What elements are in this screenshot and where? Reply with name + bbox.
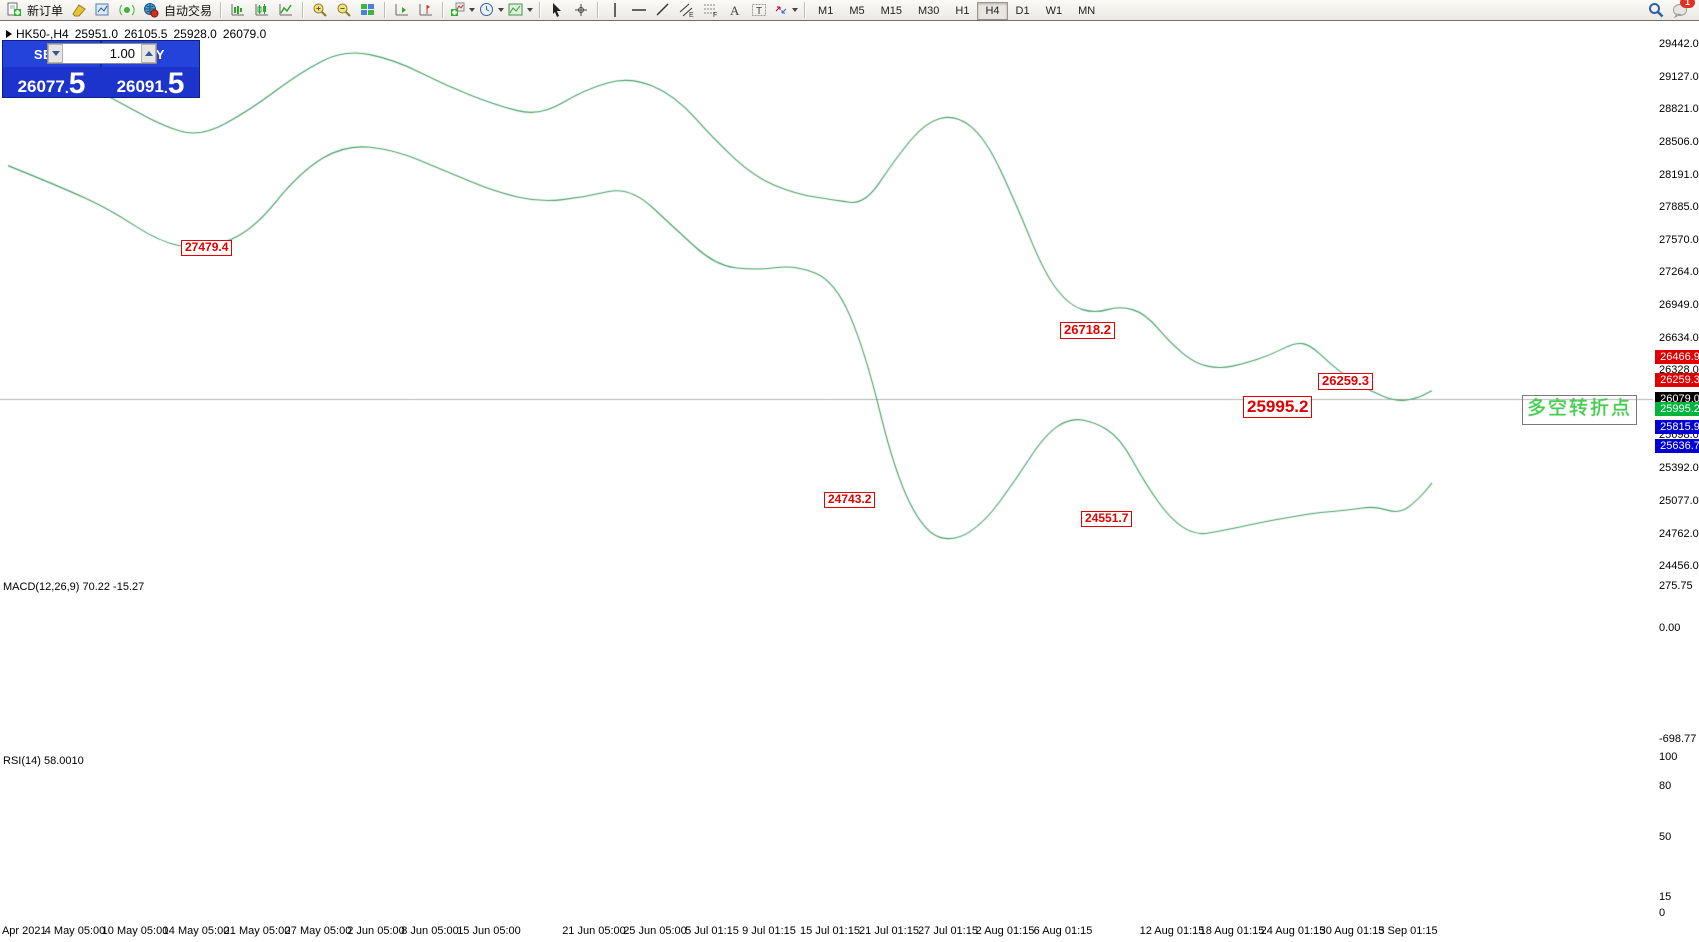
data-window-icon[interactable]: [92, 0, 114, 20]
shapes-icon[interactable]: [772, 0, 799, 20]
toolbar-separator: [220, 2, 223, 18]
toolbar-separator: [384, 2, 387, 18]
timeframe-W1[interactable]: W1: [1045, 5, 1063, 17]
buy-price-frac: 5: [167, 67, 185, 100]
bar-chart-mode-icon[interactable]: [227, 0, 249, 20]
zoom-in-icon[interactable]: [309, 0, 331, 20]
timeframe-H1[interactable]: H1: [955, 5, 970, 17]
timeframe-MN[interactable]: MN: [1078, 5, 1096, 17]
sell-price-int: 26077: [17, 77, 65, 96]
line-chart-mode-icon[interactable]: [275, 0, 297, 20]
crosshair-icon[interactable]: [570, 0, 592, 20]
auto-scroll-icon[interactable]: [391, 0, 413, 20]
svg-text:E: E: [689, 12, 694, 18]
timeframe-M1[interactable]: M1: [818, 5, 834, 17]
new-order-icon[interactable]: [3, 0, 25, 20]
text-label-icon[interactable]: T: [748, 0, 770, 20]
toolbar-separator: [442, 2, 445, 18]
notifications-icon[interactable]: 1: [1669, 0, 1695, 20]
volume-decrease-button[interactable]: [48, 44, 63, 63]
fibonacci-icon[interactable]: F: [700, 0, 722, 20]
timeframe-group: M1 M5 M15 M30 H1 H4 D1 W1 MN: [810, 1, 1103, 20]
toolbar: 新订单 自动交易: [0, 0, 1699, 21]
sell-price-frac: 5: [68, 67, 86, 100]
templates-icon[interactable]: [507, 0, 534, 20]
signal-icon[interactable]: [116, 0, 138, 20]
horizontal-line-icon[interactable]: [628, 0, 650, 20]
toolbar-separator: [597, 2, 600, 18]
candlestick-mode-icon[interactable]: [251, 0, 273, 20]
chart-shift-icon[interactable]: [415, 0, 437, 20]
timeframe-M5[interactable]: M5: [849, 5, 865, 17]
volume-increase-button[interactable]: [141, 44, 156, 63]
tile-windows-icon[interactable]: [357, 0, 379, 20]
toolbar-separator: [302, 2, 305, 18]
equidistant-channel-icon[interactable]: E: [676, 0, 698, 20]
shapes-caret: [792, 8, 799, 12]
triangle-down-icon: [51, 51, 60, 56]
indicators-icon[interactable]: [449, 0, 476, 20]
notification-badge: 1: [1680, 0, 1695, 8]
timeframe-M30[interactable]: M30: [918, 5, 940, 17]
zoom-out-icon[interactable]: [333, 0, 355, 20]
new-order-label[interactable]: 新订单: [27, 3, 64, 18]
svg-text:A: A: [730, 3, 740, 18]
sell-price-dot: .: [64, 80, 69, 96]
trendline-icon[interactable]: [652, 0, 674, 20]
vertical-line-icon[interactable]: [604, 0, 626, 20]
timeframe-M15[interactable]: M15: [880, 5, 902, 17]
one-click-trading-panel: SELL BUY 26077.5 26091.5: [2, 40, 200, 99]
toolbar-separator: [804, 2, 807, 18]
volume-spinner: [47, 43, 157, 64]
buy-price-int: 26091: [116, 77, 164, 96]
sell-price: 26077. 5: [3, 67, 100, 99]
timeframe-H4[interactable]: H4: [977, 2, 1008, 20]
volume-input[interactable]: [63, 44, 141, 63]
indicators-caret: [469, 8, 476, 12]
timeframes-clock-icon[interactable]: [478, 0, 505, 20]
triangle-up-icon: [144, 51, 153, 56]
timeframe-D1[interactable]: D1: [1015, 5, 1030, 17]
templates-caret: [527, 8, 534, 12]
timeframes-caret: [498, 8, 505, 12]
svg-text:T: T: [756, 6, 762, 17]
buy-price: 26091. 5: [102, 67, 199, 99]
search-icon[interactable]: [1645, 0, 1667, 20]
text-icon[interactable]: A: [724, 0, 746, 20]
auto-trading-label[interactable]: 自动交易: [164, 3, 213, 18]
buy-price-dot: .: [163, 80, 168, 96]
eraser-icon[interactable]: [68, 0, 90, 20]
svg-text:F: F: [713, 12, 717, 18]
toolbar-separator: [539, 2, 542, 18]
auto-trading-icon[interactable]: [140, 0, 162, 20]
cursor-icon[interactable]: [546, 0, 568, 20]
